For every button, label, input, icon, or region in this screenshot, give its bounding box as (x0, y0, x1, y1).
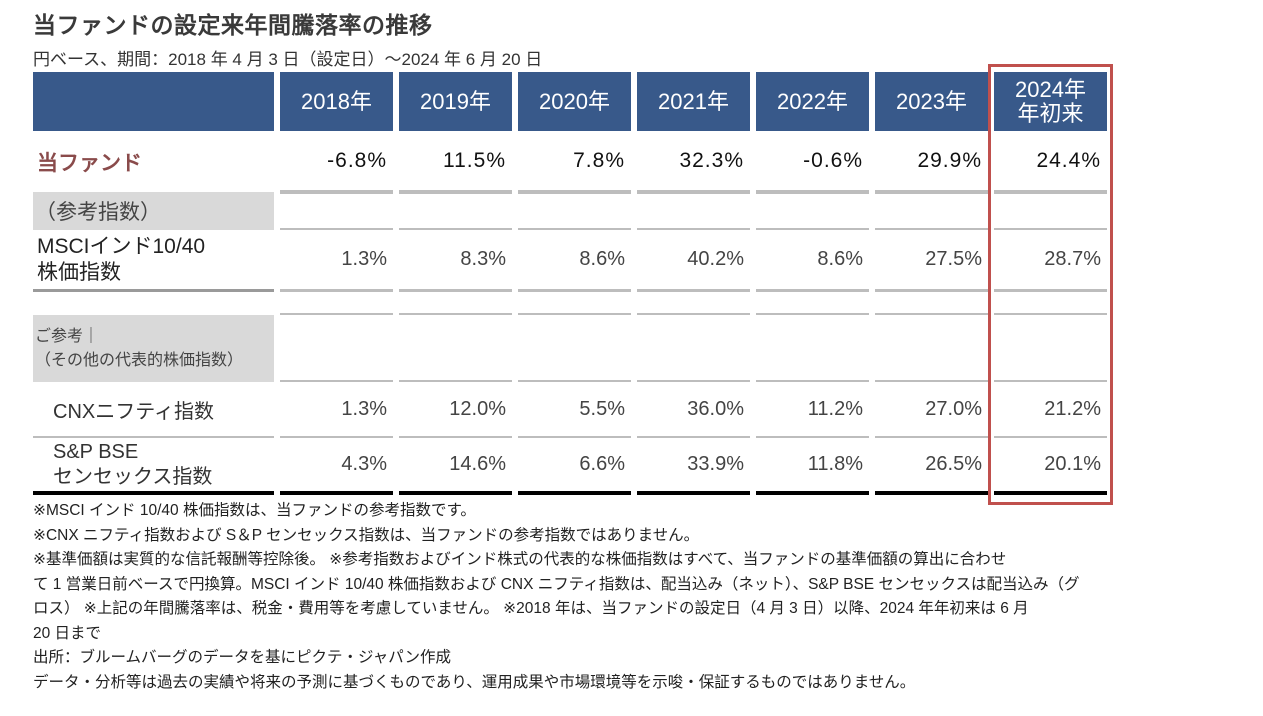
header-2018: 2018年 (280, 72, 393, 131)
msci-value-2022: 8.6% (756, 230, 869, 292)
header-2019: 2019年 (399, 72, 512, 131)
fund-value-2022: -0.6% (756, 131, 869, 192)
table-row-sp-bse-sensex: S&P BSE センセックス指数 4.3% 14.6% 6.6% 33.9% 1… (33, 438, 1108, 495)
footnote-line: 20 日まで (33, 624, 102, 642)
empty-cell (33, 292, 274, 315)
header-label-line1: 2024年 (1015, 76, 1086, 102)
cnx-value-2019: 12.0% (399, 382, 512, 438)
sensex-value-2020: 6.6% (518, 438, 631, 495)
table-row-other-indices-section: ご参考｜ （その他の代表的株価指数） (33, 315, 1108, 382)
sensex-label: S&P BSE センセックス指数 (33, 438, 274, 495)
msci-value-2018: 1.3% (280, 230, 393, 292)
sensex-value-2022: 11.8% (756, 438, 869, 495)
empty-cell (637, 315, 750, 382)
sensex-value-2024-ytd: 20.1% (994, 438, 1107, 495)
empty-cell (637, 292, 750, 315)
table-row-reference-section: （参考指数） (33, 192, 1108, 230)
footnote-line: ※MSCI インド 10/40 株価指数は、当ファンドの参考指数です。 (33, 502, 476, 519)
footnote-line: ※CNX ニフティ指数および S＆P センセックス指数は、当ファンドの参考指数で… (33, 526, 700, 544)
fund-value-2021: 32.3% (637, 131, 750, 192)
empty-cell (994, 192, 1107, 230)
empty-cell (994, 292, 1107, 315)
empty-cell (280, 292, 393, 315)
empty-cell (994, 315, 1107, 382)
disclaimer-line: データ・分析等は過去の実績や将来の予測に基づくものであり、運用成果や市場環境等を… (33, 673, 916, 691)
table-row-msci-india: MSCIインド10/40 株価指数 1.3% 8.3% 8.6% 40.2% 8… (33, 230, 1108, 292)
empty-cell (280, 315, 393, 382)
header-label: 2022年 (777, 88, 848, 114)
empty-cell (756, 292, 869, 315)
cnx-value-2020: 5.5% (518, 382, 631, 438)
empty-cell (280, 192, 393, 230)
cnx-value-2022: 11.2% (756, 382, 869, 438)
fund-value-2019: 11.5% (399, 131, 512, 192)
msci-label-line2: 株価指数 (37, 260, 121, 284)
cnx-value-2021: 36.0% (637, 382, 750, 438)
sensex-label-line2: センセックス指数 (53, 465, 213, 488)
other-section-label-line2: （その他の代表的株価指数） (35, 351, 244, 369)
header-2020: 2020年 (518, 72, 631, 131)
footnote-line: ※基準価額は実質的な信託報酬等控除後。 ※参考指数およびインド株式の代表的な株価… (33, 551, 1007, 568)
cnx-value-2024-ytd: 21.2% (994, 382, 1107, 438)
cnx-value-2018: 1.3% (280, 382, 393, 438)
empty-cell (756, 315, 869, 382)
table-header-row: 2018年 2019年 2020年 2021年 2022年 2023年 2024… (33, 72, 1108, 131)
msci-label: MSCIインド10/40 株価指数 (33, 230, 274, 292)
header-2024-ytd: 2024年 年初来 (994, 72, 1107, 131)
fund-label: 当ファンド (37, 151, 142, 175)
sensex-value-2021: 33.9% (637, 438, 750, 495)
table-row-cnx-nifty: CNXニフティ指数 1.3% 12.0% 5.5% 36.0% 11.2% 27… (33, 382, 1108, 438)
empty-cell (518, 315, 631, 382)
table-row-fund: 当ファンド -6.8% 11.5% 7.8% 32.3% -0.6% 29.9%… (33, 131, 1108, 192)
empty-cell (756, 192, 869, 230)
empty-cell (875, 315, 988, 382)
header-2022: 2022年 (756, 72, 869, 131)
empty-cell (518, 292, 631, 315)
empty-cell (875, 292, 988, 315)
msci-value-2020: 8.6% (518, 230, 631, 292)
table-row-spacer (33, 292, 1108, 315)
fund-value-2018: -6.8% (280, 131, 393, 192)
header-label: 2019年 (420, 88, 491, 114)
sensex-value-2019: 14.6% (399, 438, 512, 495)
page-title: 当ファンドの設定来年間騰落率の推移 (33, 12, 433, 38)
header-2021: 2021年 (637, 72, 750, 131)
empty-cell (399, 315, 512, 382)
cnx-value-2023: 27.0% (875, 382, 988, 438)
footnote-line: ロス） ※上記の年間騰落率は、税金・費用等を考慮していません。 ※2018 年は… (33, 600, 1029, 617)
source-line: 出所：ブルームバーグのデータを基にピクテ・ジャパン作成 (33, 649, 452, 666)
header-2023: 2023年 (875, 72, 988, 131)
empty-cell (637, 192, 750, 230)
fund-value-2023: 29.9% (875, 131, 988, 192)
reference-section-label: （参考指数） (33, 192, 274, 230)
header-label-line2: 年初来 (1017, 100, 1084, 126)
sensex-value-2023: 26.5% (875, 438, 988, 495)
empty-cell (399, 192, 512, 230)
header-label: 2018年 (301, 88, 372, 114)
other-indices-section-label: ご参考｜ （その他の代表的株価指数） (33, 315, 274, 382)
cnx-label: CNXニフティ指数 (33, 382, 274, 438)
fund-value-2020: 7.8% (518, 131, 631, 192)
period-subtitle: 円ベース、期間：2018 年 4 月 3 日（設定日）～2024 年 6 月 2… (33, 50, 543, 69)
empty-cell (518, 192, 631, 230)
header-label: 2020年 (539, 88, 610, 114)
footnote-line: て 1 営業日前ベースで円換算。MSCI インド 10/40 株価指数および C… (33, 575, 1080, 593)
header-label: 2023年 (896, 88, 967, 114)
fund-value-2024-ytd: 24.4% (994, 131, 1107, 192)
msci-value-2021: 40.2% (637, 230, 750, 292)
footnotes: ※MSCI インド 10/40 株価指数は、当ファンドの参考指数です。 ※CNX… (33, 499, 1079, 695)
header-label: 2021年 (658, 88, 729, 114)
sensex-label-line1: S&P BSE (53, 440, 139, 463)
msci-value-2019: 8.3% (399, 230, 512, 292)
msci-value-2023: 27.5% (875, 230, 988, 292)
sensex-value-2018: 4.3% (280, 438, 393, 495)
msci-value-2024-ytd: 28.7% (994, 230, 1107, 292)
annual-return-table: 2018年 2019年 2020年 2021年 2022年 2023年 2024… (33, 72, 1108, 495)
other-section-label-line1: ご参考｜ (35, 327, 100, 345)
empty-cell (399, 292, 512, 315)
header-blank-cell (33, 72, 274, 131)
empty-cell (875, 192, 988, 230)
msci-label-line1: MSCIインド10/40 (37, 234, 206, 258)
